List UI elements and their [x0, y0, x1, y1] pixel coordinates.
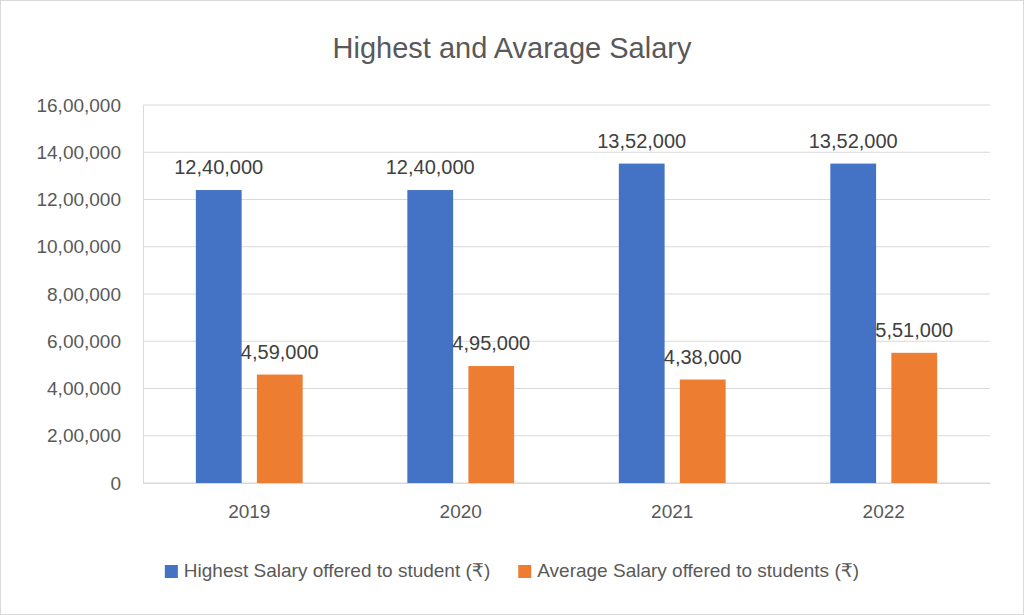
- data-label: 4,95,000: [452, 332, 530, 354]
- x-tick: 2019: [228, 483, 270, 522]
- x-tick-label: 2019: [228, 501, 270, 522]
- y-tick: 16,00,000: [36, 95, 143, 116]
- bars: [196, 164, 937, 483]
- x-axis-line: [144, 483, 991, 484]
- y-tick-label: 12,00,000: [36, 189, 121, 210]
- y-tick: 12,00,000: [36, 189, 143, 210]
- y-tick: 4,00,000: [47, 378, 143, 399]
- grid: [143, 105, 990, 483]
- bar: [830, 164, 876, 483]
- data-label: 5,51,000: [875, 319, 953, 341]
- data-label: 12,40,000: [174, 156, 263, 178]
- data-labels: 12,40,000 12,40,000 13,52,000 13,52,000 4,59…: [174, 130, 953, 368]
- data-label: 13,52,000: [809, 130, 898, 152]
- chart-frame: [1, 1, 1024, 615]
- x-tick: 2022: [863, 483, 905, 522]
- chart-title: Highest and Avarage Salary: [333, 32, 692, 64]
- legend-label: Average Salary offered to students (₹): [537, 560, 859, 581]
- bar: [257, 375, 303, 483]
- bar: [196, 190, 242, 483]
- grid-line: [143, 105, 990, 106]
- data-label: 12,40,000: [386, 156, 475, 178]
- x-tick-label: 2021: [651, 501, 693, 522]
- x-axis: 2019 2020 2021 2022: [144, 483, 991, 522]
- y-tick-label: 0: [110, 473, 121, 494]
- chart: Highest and Avarage Salary 0 2,00,000 4,00,…: [0, 0, 1024, 615]
- y-tick: 2,00,000: [47, 425, 143, 446]
- legend: Highest Salary offered to student (₹) Ave…: [165, 560, 859, 581]
- y-tick-label: 16,00,000: [36, 95, 121, 116]
- x-tick-label: 2020: [440, 501, 482, 522]
- legend-label: Highest Salary offered to student (₹): [184, 560, 490, 581]
- bar: [680, 380, 726, 483]
- data-label: 4,59,000: [241, 341, 319, 363]
- legend-item: Highest Salary offered to student (₹): [165, 560, 490, 581]
- y-tick: 6,00,000: [47, 331, 143, 352]
- y-tick: 8,00,000: [47, 284, 143, 305]
- y-tick-label: 6,00,000: [47, 331, 121, 352]
- bar: [619, 164, 665, 483]
- plot-area: 0 2,00,000 4,00,000 6,00,000 8,00,000 10,00,0…: [36, 95, 990, 523]
- data-label: 4,38,000: [664, 346, 742, 368]
- y-tick-label: 8,00,000: [47, 284, 121, 305]
- grid-line: [143, 152, 990, 153]
- y-axis: 0 2,00,000 4,00,000 6,00,000 8,00,000 10,00,0…: [36, 95, 143, 494]
- y-tick: 0: [110, 473, 143, 494]
- x-tick: 2021: [651, 483, 693, 522]
- y-tick-label: 4,00,000: [47, 378, 121, 399]
- y-tick-label: 2,00,000: [47, 425, 121, 446]
- data-label: 13,52,000: [597, 130, 686, 152]
- y-tick: 14,00,000: [36, 142, 143, 163]
- x-tick-label: 2022: [863, 501, 905, 522]
- legend-item: Average Salary offered to students (₹): [518, 560, 859, 581]
- y-tick-label: 14,00,000: [36, 142, 121, 163]
- bar: [407, 190, 453, 483]
- y-axis-line: [143, 106, 144, 484]
- y-tick: 10,00,000: [36, 236, 143, 257]
- y-tick-label: 10,00,000: [36, 236, 121, 257]
- legend-swatch: [518, 565, 531, 578]
- x-tick: 2020: [440, 483, 482, 522]
- bar-series: [196, 164, 876, 483]
- bar-series: [257, 353, 937, 483]
- legend-swatch: [165, 565, 178, 578]
- bar: [468, 366, 514, 483]
- bar: [891, 353, 937, 483]
